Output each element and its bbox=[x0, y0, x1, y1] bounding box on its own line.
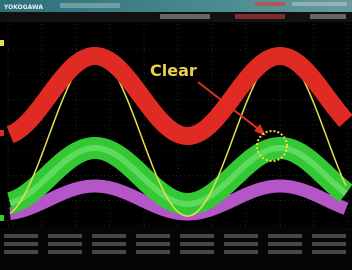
measurement-text bbox=[4, 242, 38, 246]
measurement-text bbox=[224, 234, 258, 238]
measurement-text bbox=[180, 242, 214, 246]
measurement-text bbox=[312, 242, 346, 246]
channel-marker bbox=[0, 215, 4, 221]
header-status bbox=[255, 2, 285, 6]
measurement-text bbox=[136, 234, 170, 238]
annotation-label: Clear bbox=[150, 61, 197, 80]
header-info bbox=[60, 3, 120, 8]
measurement-text bbox=[268, 250, 302, 254]
oscilloscope-screen: YOKOGAWA Clear bbox=[0, 0, 352, 270]
page: YOKOGAWA Clear (() => { const data = JSO… bbox=[0, 0, 352, 270]
measurement-text bbox=[180, 234, 214, 238]
measurement-text bbox=[48, 234, 82, 238]
measurement-text bbox=[4, 234, 38, 238]
measurement-text bbox=[136, 242, 170, 246]
measurement-text bbox=[180, 250, 214, 254]
subheader-info bbox=[235, 14, 285, 19]
measurement-text bbox=[312, 250, 346, 254]
measurement-text bbox=[136, 250, 170, 254]
measurement-text bbox=[268, 234, 302, 238]
subheader-info bbox=[310, 14, 346, 19]
channel-marker bbox=[0, 40, 4, 46]
measurement-text bbox=[224, 242, 258, 246]
header-status bbox=[292, 2, 347, 6]
measurement-text bbox=[268, 242, 302, 246]
measurement-text bbox=[4, 250, 38, 254]
measurement-text bbox=[312, 234, 346, 238]
measurement-text bbox=[92, 250, 126, 254]
measurement-text bbox=[224, 250, 258, 254]
brand: YOKOGAWA bbox=[3, 4, 43, 11]
measurement-text bbox=[92, 242, 126, 246]
measurement-text bbox=[48, 250, 82, 254]
measurement-text bbox=[48, 242, 82, 246]
measurement-text bbox=[92, 234, 126, 238]
subheader-info bbox=[160, 14, 210, 19]
channel-marker bbox=[0, 130, 4, 136]
